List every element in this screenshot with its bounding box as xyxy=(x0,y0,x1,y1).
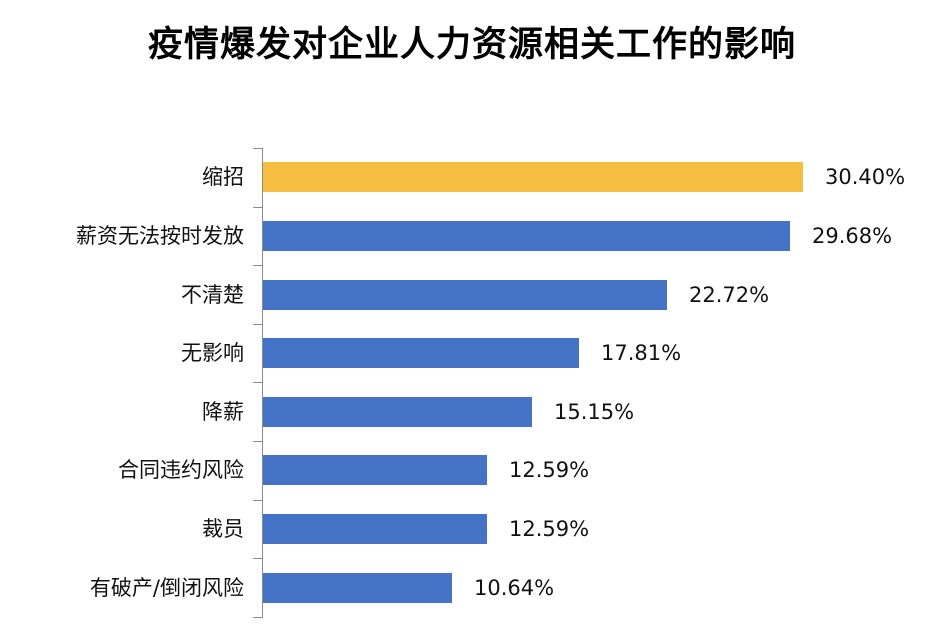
category-label: 合同违约风险 xyxy=(118,458,244,482)
data-label: 29.68% xyxy=(812,224,893,248)
y-axis-tick xyxy=(253,148,262,149)
bar xyxy=(263,455,487,485)
category-label: 薪资无法按时发放 xyxy=(76,224,244,248)
data-label: 12.59% xyxy=(509,517,590,541)
category-label: 有破产/倒闭风险 xyxy=(89,576,244,600)
bar xyxy=(263,397,532,427)
category-label: 裁员 xyxy=(202,517,244,541)
y-axis-tick xyxy=(253,617,262,618)
y-axis-line xyxy=(262,148,263,618)
bar xyxy=(263,338,579,368)
bar xyxy=(263,514,487,544)
chart-title: 疫情爆发对企业人力资源相关工作的影响 xyxy=(147,25,796,65)
data-label: 22.72% xyxy=(689,283,770,307)
y-axis-tick xyxy=(253,265,262,266)
bar xyxy=(263,221,790,251)
category-label: 缩招 xyxy=(202,165,244,189)
data-label: 10.64% xyxy=(474,576,555,600)
bar xyxy=(263,162,803,192)
category-label: 无影响 xyxy=(181,341,244,365)
bar xyxy=(263,573,452,603)
category-label: 降薪 xyxy=(202,400,244,424)
y-axis-tick xyxy=(253,441,262,442)
y-axis-tick xyxy=(253,324,262,325)
data-label: 12.59% xyxy=(509,458,590,482)
data-label: 30.40% xyxy=(825,165,906,189)
y-axis-tick xyxy=(253,382,262,383)
bar xyxy=(263,280,667,310)
y-axis-tick xyxy=(253,207,262,208)
data-label: 17.81% xyxy=(601,341,682,365)
y-axis-tick xyxy=(253,558,262,559)
category-label: 不清楚 xyxy=(181,283,244,307)
y-axis-tick xyxy=(253,500,262,501)
data-label: 15.15% xyxy=(554,400,635,424)
